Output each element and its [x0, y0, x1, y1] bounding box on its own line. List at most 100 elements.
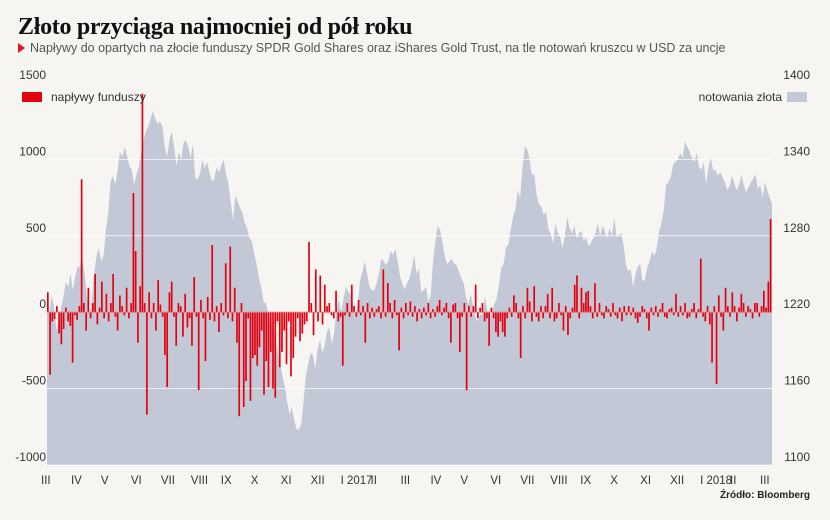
inflow-bar: [296, 312, 299, 319]
inflow-bar: [533, 286, 536, 313]
inflow-bar: [456, 312, 459, 319]
inflow-bar: [438, 299, 441, 313]
inflow-bar: [175, 312, 178, 346]
inflow-bar: [681, 312, 684, 316]
inflow-bar: [274, 312, 277, 398]
inflow-bar: [114, 312, 117, 317]
x-axis-tick-label: VII: [161, 475, 175, 487]
inflow-bar: [517, 312, 520, 319]
inflow-bar: [684, 303, 686, 313]
inflow-bar: [519, 312, 522, 359]
inflow-bar: [735, 312, 738, 322]
inflow-bar: [470, 312, 472, 317]
inflow-bar: [119, 295, 121, 313]
inflow-bar: [130, 303, 132, 313]
inflow-bar: [479, 307, 481, 313]
inflow-bar: [350, 284, 353, 313]
inflow-bar: [569, 312, 572, 319]
x-axis-tick-label: VIII: [550, 475, 567, 487]
x-axis-tick-label: IX: [580, 475, 591, 487]
inflow-bar: [587, 290, 590, 313]
inflow-bar: [488, 312, 490, 346]
x-axis-tick-label: V: [101, 475, 109, 487]
inflow-bar: [506, 312, 509, 319]
inflow-bar: [760, 306, 763, 313]
inflow-bar: [501, 312, 504, 333]
inflow-bar: [564, 306, 567, 313]
inflow-bar: [463, 303, 466, 313]
inflow-bar: [540, 306, 542, 313]
inflow-bar: [398, 312, 400, 351]
inflow-bar: [83, 303, 85, 313]
inflow-bar: [704, 312, 707, 322]
inflow-bar: [155, 312, 157, 331]
left-axis-tick-label: 0: [39, 297, 46, 311]
inflow-bar: [215, 306, 218, 313]
inflow-bar: [281, 312, 283, 352]
left-axis-tick-label: 500: [26, 221, 46, 235]
inflow-bar: [767, 281, 770, 313]
inflow-bar: [429, 312, 432, 319]
inflow-bar: [188, 312, 191, 319]
inflow-bar: [758, 312, 761, 317]
subtitle-marker-icon: [18, 43, 25, 53]
inflow-bar: [308, 241, 310, 313]
inflow-bar: [200, 299, 202, 313]
inflow-bar: [197, 312, 200, 391]
inflow-bar: [260, 312, 263, 331]
inflow-bar: [524, 312, 527, 319]
inflow-bar: [652, 312, 655, 316]
inflow-bar: [598, 303, 601, 313]
inflow-bar: [247, 312, 250, 319]
inflow-bar: [110, 303, 112, 313]
inflow-bar: [240, 303, 243, 313]
inflow-bar: [744, 312, 747, 317]
x-axis-tick-label: III: [760, 475, 770, 487]
inflow-bar: [249, 312, 252, 401]
inflow-bar: [384, 312, 387, 317]
left-axis-tick-label: -1000: [15, 450, 46, 464]
inflow-bar: [724, 287, 727, 313]
inflow-bar: [542, 312, 545, 319]
inflow-bar: [747, 306, 749, 313]
inflow-bar: [740, 293, 743, 313]
inflow-bar: [693, 303, 695, 313]
inflow-bar: [436, 306, 439, 313]
inflow-bar: [290, 312, 292, 377]
inflow-bar: [522, 306, 524, 313]
x-axis-tick-label: II: [730, 475, 736, 487]
inflow-bar: [173, 312, 175, 317]
inflow-bar: [303, 312, 306, 325]
legend-inflows-swatch: [22, 92, 42, 102]
inflow-bar: [177, 303, 180, 313]
inflow-bar: [483, 312, 486, 322]
inflow-bar: [636, 312, 639, 323]
inflow-bar: [513, 295, 515, 313]
inflow-bar: [769, 218, 772, 313]
x-axis-tick-label: VI: [131, 475, 142, 487]
inflow-bar: [679, 306, 682, 313]
inflow-bar: [508, 307, 511, 313]
inflow-bar: [87, 287, 90, 313]
inflow-bar: [186, 312, 189, 328]
x-axis-tick-label: IV: [430, 475, 441, 487]
inflow-bar: [546, 293, 549, 313]
inflow-bar: [377, 306, 380, 313]
inflow-bar: [443, 307, 445, 313]
inflow-bar: [731, 292, 734, 313]
inflow-bar: [544, 306, 547, 313]
inflow-bar: [195, 312, 198, 317]
inflow-bar: [139, 286, 141, 313]
inflow-bar: [69, 312, 72, 326]
inflow-bar: [751, 312, 754, 319]
inflow-bar: [227, 312, 229, 319]
inflow-bar: [445, 303, 448, 313]
inflow-bar: [690, 309, 693, 313]
inflow-bar: [80, 179, 83, 313]
inflow-bar: [236, 312, 238, 343]
inflow-bar: [339, 312, 342, 317]
x-axis-tick-label: VI: [490, 475, 501, 487]
inflow-bar: [666, 312, 668, 319]
inflow-bar: [589, 306, 592, 313]
inflow-bar: [578, 312, 581, 319]
